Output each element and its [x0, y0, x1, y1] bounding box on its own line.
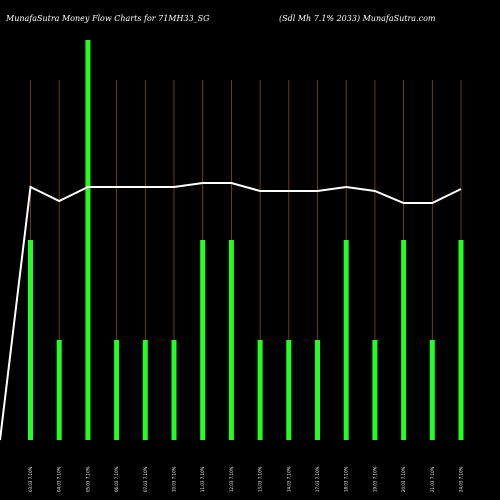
volume-bar — [200, 240, 206, 440]
x-tick-label: 17.03 7.10% — [315, 466, 320, 492]
money-flow-line — [0, 182, 462, 441]
volume-bar — [429, 340, 435, 440]
x-tick-label: 07.03 7.10% — [143, 466, 148, 492]
volume-bar — [114, 340, 120, 440]
x-tick-label: 18.03 7.10% — [344, 466, 349, 492]
volume-bar — [85, 40, 91, 440]
x-tick-label: 13.03 7.10% — [258, 466, 263, 492]
volume-bar — [171, 340, 177, 440]
x-tick-label: 05.03 7.10% — [85, 466, 90, 492]
x-tick-label: 03.03 7.10% — [28, 466, 33, 492]
x-tick-label: 14.03 7.10% — [286, 466, 291, 492]
x-tick-label: 11.03 7.10% — [200, 466, 205, 492]
volume-bar — [142, 340, 148, 440]
volume-bar — [286, 340, 292, 440]
x-tick-label: 10.03 7.10% — [172, 466, 177, 492]
volume-bar — [56, 340, 62, 440]
volume-bar — [315, 340, 320, 440]
x-tick-label: 24.03 7.10% — [459, 466, 464, 492]
volume-bar — [228, 240, 234, 440]
chart-title-right: (Sdl Mh 7.1% 2033) MunafaSutra.com — [279, 14, 436, 23]
volume-bar — [458, 240, 464, 440]
volume-bar — [343, 240, 349, 440]
chart-title-left: MunafaSutra Money Flow Charts for 71MH33… — [6, 14, 210, 23]
volume-bar — [257, 340, 263, 440]
volume-bar — [28, 240, 33, 440]
x-tick-label: 12.03 7.10% — [229, 466, 234, 492]
volume-bar — [372, 340, 378, 440]
x-tick-label: 19.03 7.10% — [372, 466, 377, 492]
x-tick-label: 20.03 7.10% — [401, 466, 406, 492]
x-tick-label: 04.03 7.10% — [57, 466, 62, 492]
volume-bar — [401, 240, 407, 440]
x-tick-label: 06.03 7.10% — [114, 466, 119, 492]
x-tick-label: 21.03 7.10% — [430, 466, 435, 492]
